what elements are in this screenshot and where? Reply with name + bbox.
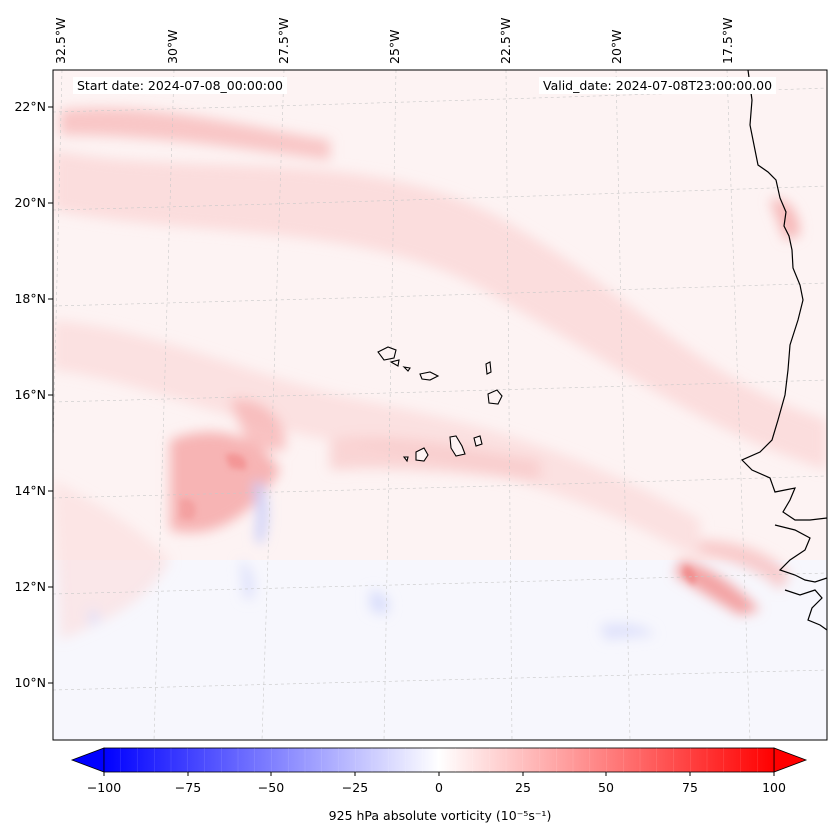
lon-label-22-5w: 22.5°W [498,17,513,64]
lon-label-32-5w: 32.5°W [53,17,68,64]
colorbar-tick-label: 75 [682,780,698,795]
lat-label-10n: 10°N [14,675,46,690]
lat-label-14n: 14°N [14,483,46,498]
colorbar-tick-label: −75 [174,780,202,795]
colorbar-low-extend [70,747,105,773]
colorbar [70,747,808,776]
lon-label-25w: 25°W [387,29,402,64]
colorbar-tick-label: 100 [762,780,786,795]
lat-label-12n: 12°N [14,579,46,594]
lat-label-22n: 22°N [14,99,46,114]
gridlines [53,70,827,740]
lon-label-30w: 30°W [165,29,180,64]
colorbar-high-extend [773,747,808,773]
lat-label-18n: 18°N [14,291,46,306]
vorticity-field [53,70,827,740]
lon-label-20w: 20°W [609,29,624,64]
start-date-label: Start date: 2024-07-08_00:00:00 [73,77,287,94]
valid-date-label: Valid_date: 2024-07-08T23:00:00.00 [539,77,777,94]
colorbar-tick-label: 25 [515,780,531,795]
lon-label-27-5w: 27.5°W [276,17,291,64]
colorbar-gradient [103,747,775,773]
colorbar-tick-label: 50 [598,780,614,795]
lat-label-20n: 20°N [14,195,46,210]
colorbar-tick-label: −25 [341,780,369,795]
lon-label-17-5w: 17.5°W [720,17,735,64]
colorbar-title: 925 hPa absolute vorticity (10⁻⁵s⁻¹) [328,808,552,823]
map-frame [52,69,828,741]
colorbar-tick-label: 0 [435,780,443,795]
cape-verde-islands [377,346,503,463]
lat-label-16n: 16°N [14,387,46,402]
colorbar-tick-label: −50 [257,780,285,795]
coastline [740,70,827,631]
colorbar-tick-label: −100 [86,780,122,795]
